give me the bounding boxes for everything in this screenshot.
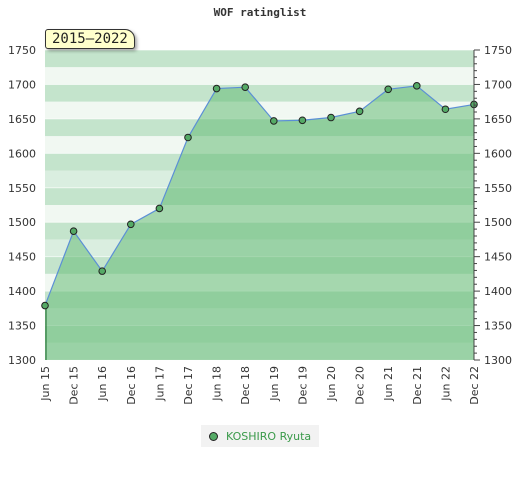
- series-line: [44, 85, 475, 306]
- y-tick-label-left: 1600: [8, 147, 36, 160]
- legend-label: KOSHIRO Ryuta: [226, 429, 312, 443]
- period-badge: 2015–2022: [45, 29, 135, 49]
- data-point[interactable]: [98, 267, 106, 275]
- y-tick-label-left: 1350: [8, 320, 36, 333]
- y-axis-left: 1300 1350 1400 1450 1500 1550 1600 1650 1700 1750: [8, 44, 36, 367]
- series-area: [45, 85, 474, 361]
- chart-title: WOF ratinglist: [213, 6, 307, 19]
- x-tick-label: Jun 21: [382, 366, 395, 402]
- x-tick-label: Dec 17: [182, 366, 195, 405]
- x-tick-label: Dec 18: [239, 366, 252, 405]
- data-point[interactable]: [355, 107, 364, 116]
- x-tick-label: Jun 18: [211, 366, 224, 402]
- x-tick-label: Dec 20: [354, 366, 367, 405]
- x-tick-label: Jun 22: [439, 366, 452, 402]
- y-tick-label-right: 1750: [484, 44, 512, 57]
- x-tick-label: Jun 19: [268, 366, 281, 402]
- legend-marker-icon: [209, 431, 218, 441]
- y-axis-right: 1300 1350 1400 1450 1500 1550 1600 1650 1700 1750: [473, 44, 512, 367]
- x-tick-label: Dec 15: [68, 366, 81, 405]
- data-point[interactable]: [413, 82, 421, 90]
- data-point[interactable]: [184, 133, 192, 142]
- x-tick-label: Dec 16: [125, 366, 138, 405]
- data-point[interactable]: [212, 84, 221, 93]
- x-tick-label: Jun 15: [39, 366, 52, 402]
- x-tick-label: Dec 21: [411, 366, 424, 405]
- legend[interactable]: KOSHIRO Ryuta: [201, 425, 319, 447]
- area-layer: [44, 85, 475, 361]
- y-tick-label-right: 1700: [484, 78, 512, 91]
- y-tick-label-left: 1700: [8, 78, 36, 91]
- y-tick-label-right: 1600: [484, 147, 512, 160]
- y-tick-label-left: 1750: [8, 44, 36, 57]
- y-tick-label-right: 1550: [484, 182, 512, 195]
- x-tick-label: Jun 16: [96, 366, 109, 402]
- y-tick-label-right: 1450: [484, 251, 512, 264]
- background-band-light: [45, 67, 474, 85]
- y-tick-label-left: 1550: [8, 182, 36, 195]
- data-point[interactable]: [384, 85, 393, 94]
- y-tick-label-right: 1400: [484, 285, 512, 298]
- y-tick-label-left: 1300: [8, 354, 36, 367]
- data-point[interactable]: [441, 105, 450, 114]
- y-tick-label-left: 1450: [8, 251, 36, 264]
- y-tick-label-right: 1350: [484, 320, 512, 333]
- y-tick-label-right: 1300: [484, 354, 512, 367]
- data-point[interactable]: [298, 116, 307, 125]
- data-point[interactable]: [241, 83, 249, 91]
- x-tick-label: Jun 17: [153, 366, 166, 402]
- data-point[interactable]: [69, 227, 78, 235]
- y-tick-label-left: 1650: [8, 113, 36, 126]
- data-point[interactable]: [155, 204, 164, 213]
- data-points: [41, 82, 478, 310]
- data-point[interactable]: [127, 220, 135, 229]
- x-tick-label: Dec 19: [296, 366, 309, 405]
- y-tick-label-right: 1500: [484, 216, 512, 229]
- y-tick-label-left: 1500: [8, 216, 36, 229]
- y-tick-label-right: 1650: [484, 113, 512, 126]
- background-band: [45, 50, 474, 68]
- y-tick-label-left: 1400: [8, 285, 36, 298]
- data-point[interactable]: [270, 117, 278, 125]
- data-point[interactable]: [327, 113, 335, 122]
- x-tick-label: Dec 22: [468, 366, 481, 405]
- data-point[interactable]: [41, 301, 49, 310]
- x-axis-labels: Jun 15 Dec 15 Jun 16 Dec 16 Jun 17 Dec 17 Jun …: [39, 366, 481, 405]
- x-tick-label: Jun 20: [325, 366, 338, 402]
- background-band: [45, 84, 474, 102]
